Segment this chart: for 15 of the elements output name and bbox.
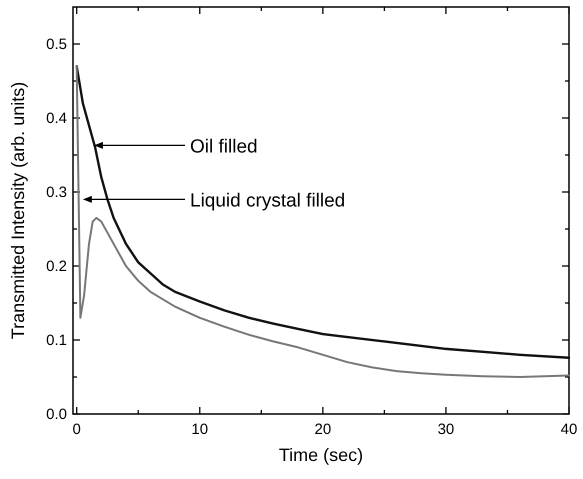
x-tick-label: 20	[314, 421, 332, 438]
x-tick-label: 40	[560, 421, 578, 438]
x-axis-title: Time (sec)	[278, 445, 364, 465]
y-tick-label: 0.5	[46, 36, 67, 53]
x-tick-label: 30	[438, 421, 454, 438]
y-tick-label: 0.1	[46, 332, 67, 349]
y-axis-title: Transmitted Intensity (arb. units)	[8, 82, 28, 340]
annotation: Oil filled	[190, 136, 258, 158]
annotation: Liquid crystal filled	[190, 190, 346, 212]
x-tick-label: 10	[191, 421, 208, 438]
x-tick-label: 0	[72, 421, 81, 438]
y-tick-label: 0.2	[46, 258, 67, 275]
text: 0.0	[46, 406, 67, 423]
y-tick-label: 0.4	[46, 110, 67, 127]
y-tick-label: 0.3	[46, 184, 67, 201]
